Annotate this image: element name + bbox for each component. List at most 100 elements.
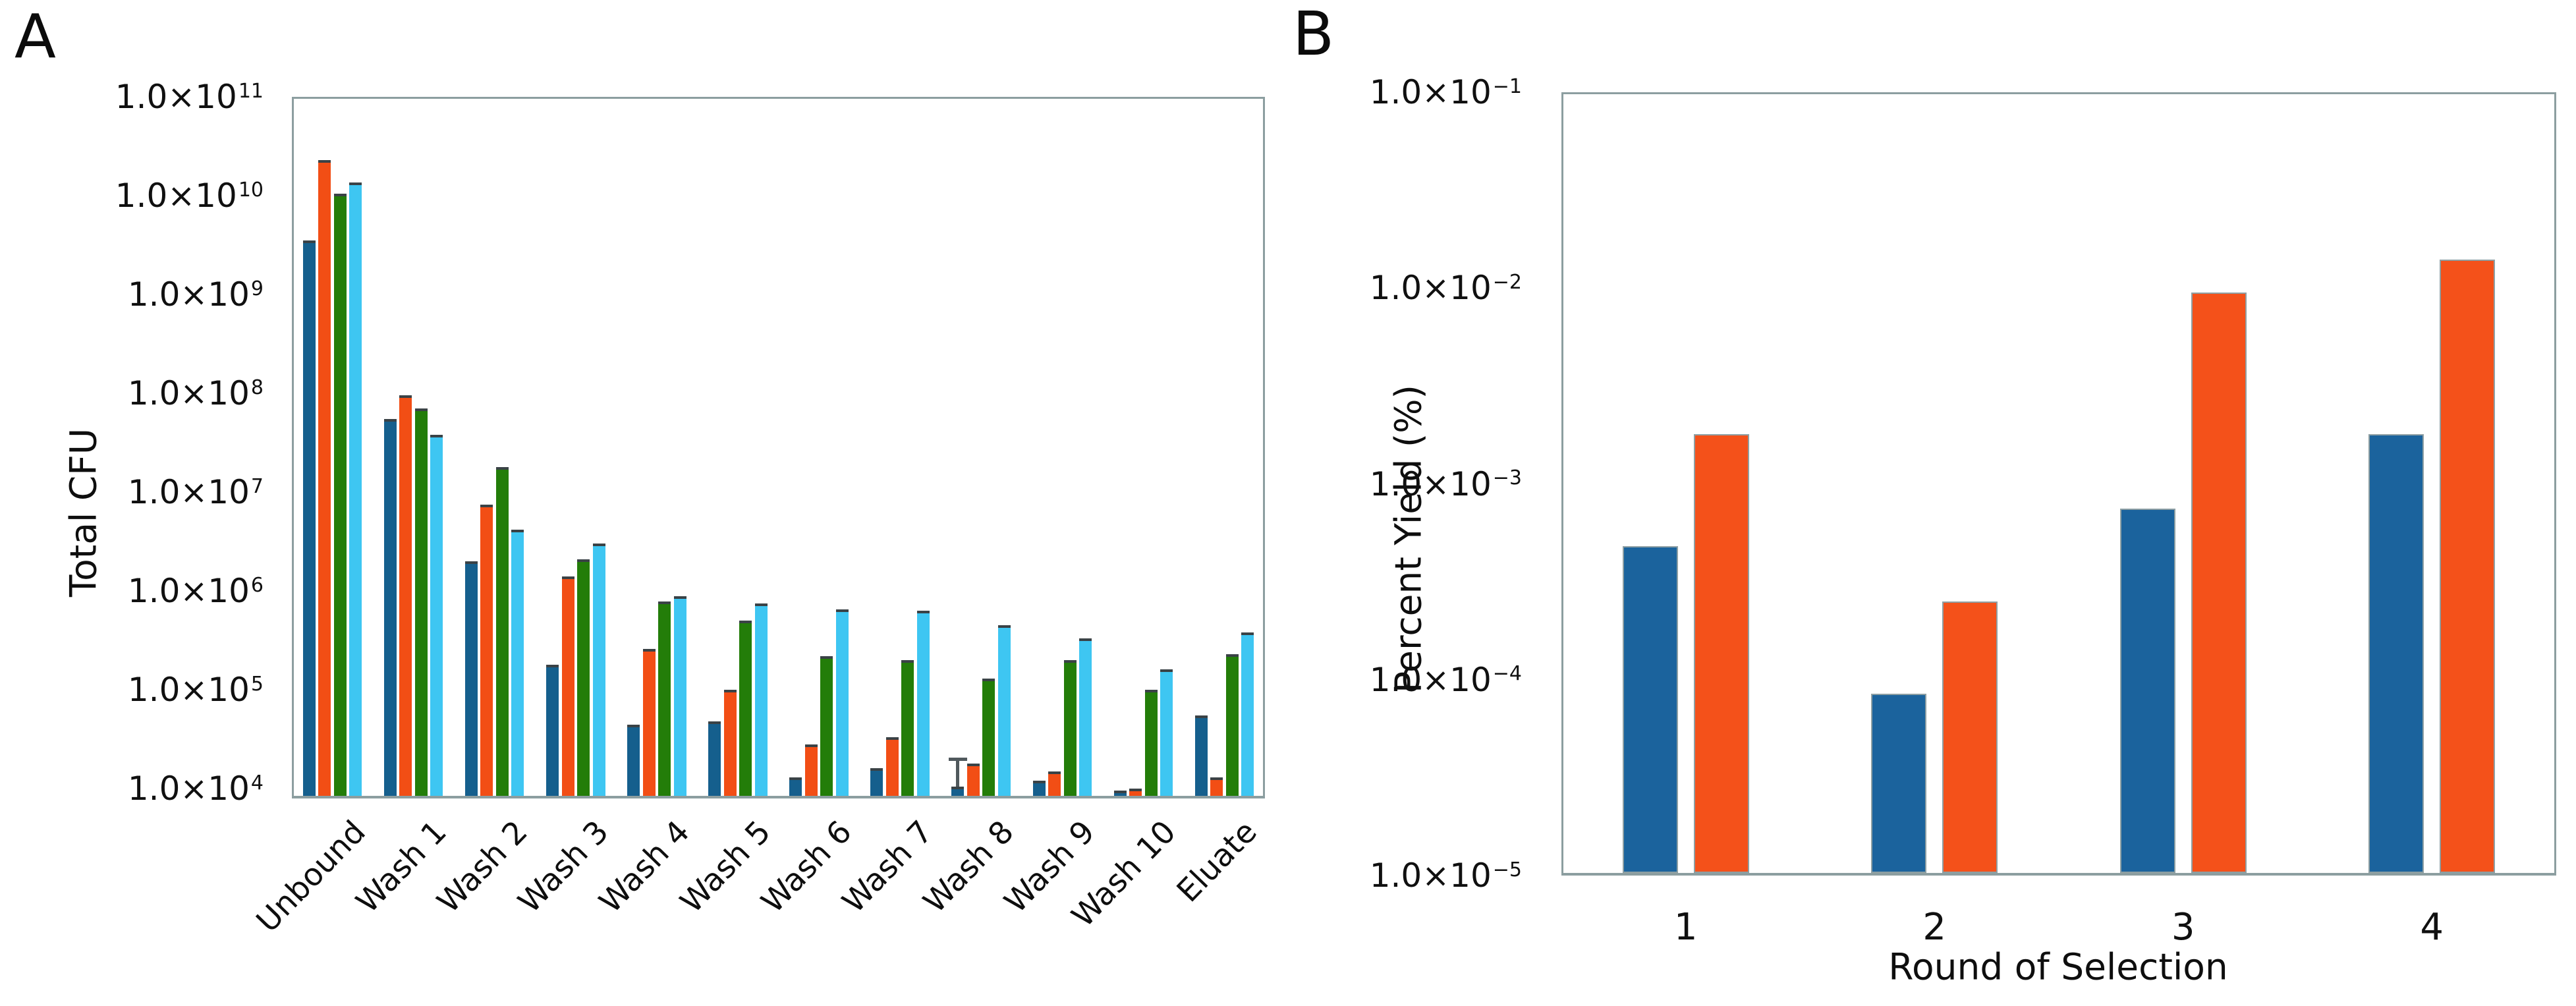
panel-b-x-axis-title: Round of Selection [1888,945,2228,988]
panel-a-bar-orange-red-wash-2 [480,504,493,796]
panel-a-bar-green-wash-10 [1144,690,1158,796]
panel-a-bar-dark-blue-wash-10 [1113,791,1127,796]
panel-a-bar-orange-red-wash-9 [1048,771,1061,796]
panel-a-bar-orange-red-wash-1 [399,395,412,796]
panel-b-xtick-3: 3 [2171,906,2195,949]
panel-b-ytick-1: 1.0×10−2 [1370,271,1522,304]
panel-a-ytick-3: 1.0×108 [128,377,264,410]
panel-a-plot-area [292,97,1265,798]
panel-a-bar-dark-blue-wash-4 [627,725,640,796]
panel-a-bar-sky-blue-wash-1 [430,435,443,796]
panel-a-ytick-base: 1.0×10 [115,177,237,215]
panel-a-ytick-exponent: 6 [250,573,264,597]
panel-a-bar-sky-blue-wash-4 [673,596,686,796]
panel-a-ytick-base: 1.0×10 [127,275,250,314]
panel-b-bar-blue-2 [1871,693,1927,873]
panel-a-bar-dark-blue-wash-5 [708,721,721,796]
panel-a-bar-sky-blue-wash-7 [916,611,930,796]
panel-a-bar-dark-blue-eluate [1194,715,1208,796]
panel-a-ytick-base: 1.0×10 [127,572,250,610]
panel-a-bar-green-wash-9 [1063,659,1077,796]
panel-a-bar-dark-blue-wash-6 [789,777,802,796]
panel-a-ytick-base: 1.0×10 [115,78,237,116]
panel-a-bar-dark-blue-wash-1 [383,418,397,796]
panel-b-letter: B [1293,0,1335,69]
panel-a-bar-green-eluate [1225,654,1239,796]
panel-a-bar-sky-blue-eluate [1241,632,1254,796]
panel-a-bar-green-unbound [333,193,347,796]
panel-a-bar-dark-blue-wash-7 [870,768,883,796]
panel-a-ytick-4: 1.0×107 [128,476,264,509]
panel-b-ytick-base: 1.0×10 [1369,269,1492,308]
panel-a-bar-orange-red-wash-10 [1129,789,1142,796]
panel-b-ytick-2: 1.0×10−3 [1370,468,1522,501]
panel-a-bar-dark-blue-wash-2 [464,561,478,796]
panel-a-bar-orange-red-eluate [1210,777,1223,796]
panel-a-ytick-exponent: 11 [238,79,264,103]
panel-b-ytick-4: 1.0×10−5 [1370,859,1522,892]
panel-a-bar-orange-red-wash-4 [642,648,656,796]
panel-a-bar-orange-red-wash-7 [885,737,899,796]
panel-a-bar-orange-red-unbound [318,159,331,796]
panel-b-ytick-base: 1.0×10 [1369,660,1492,699]
panel-a-bar-green-wash-2 [495,466,509,796]
panel-b-ytick-exponent: −1 [1492,74,1522,98]
panel-a-bar-sky-blue-wash-10 [1160,669,1173,796]
panel-b-bar-orange-red-2 [1942,601,1998,873]
panel-a-bar-orange-red-wash-3 [561,576,574,796]
panel-a-ytick-exponent: 5 [250,672,264,696]
panel-a-ytick-0: 1.0×1011 [115,80,264,113]
panel-b-bar-orange-red-1 [1693,433,1749,873]
panel-a-bar-sky-blue-wash-6 [835,609,849,796]
panel-a-bar-dark-blue-wash-8 [951,786,965,796]
panel-a-bar-green-wash-7 [901,659,914,796]
panel-a-ytick-base: 1.0×10 [127,769,250,808]
panel-b-ytick-exponent: −2 [1492,270,1522,294]
panel-b-bar-blue-1 [1622,546,1678,873]
panel-a-bar-orange-red-wash-6 [804,744,818,796]
panel-b-ytick-0: 1.0×10−1 [1370,76,1522,109]
panel-b-ytick-base: 1.0×10 [1369,73,1492,111]
panel-a-bar-green-wash-1 [414,408,428,796]
panel-a-ytick-1: 1.0×1010 [115,179,264,212]
panel-a-letter: A [14,1,56,72]
panel-a-ytick-2: 1.0×109 [128,278,264,311]
panel-a-bar-dark-blue-wash-9 [1032,781,1046,796]
panel-a-bar-orange-red-wash-8 [966,763,980,796]
panel-b-xtick-4: 4 [2420,906,2444,949]
panel-b-xtick-2: 2 [1922,906,1947,949]
panel-a-ytick-7: 1.0×104 [128,772,264,805]
panel-a-y-axis-title: Total CFU [62,428,105,598]
panel-a-error-bar-cap-wash-8 [948,757,967,761]
panel-a-bar-sky-blue-unbound [349,182,362,796]
panel-a-bar-sky-blue-wash-9 [1079,638,1092,796]
panel-a-bar-dark-blue-unbound [302,240,316,796]
panel-b-bar-blue-4 [2368,433,2424,873]
panel-b-ytick-exponent: −3 [1492,466,1522,489]
panel-a-bar-sky-blue-wash-3 [592,544,605,796]
panel-b-ytick-exponent: −5 [1492,858,1522,881]
panel-a-bar-green-wash-4 [658,601,671,796]
panel-a-ytick-exponent: 7 [250,474,264,498]
panel-a-bar-green-wash-5 [739,621,752,796]
panel-a-ytick-6: 1.0×105 [128,673,264,706]
panel-a-bar-dark-blue-wash-3 [546,664,559,796]
panel-a-bar-sky-blue-wash-5 [754,603,768,796]
panel-b-ytick-3: 1.0×10−4 [1370,663,1522,696]
panel-b-xtick-1: 1 [1673,906,1698,949]
panel-a-ytick-exponent: 8 [250,376,264,399]
panel-a-bar-green-wash-6 [820,656,833,796]
panel-a-ytick-exponent: 4 [250,771,264,795]
panel-a-bar-green-wash-8 [982,678,995,796]
panel-a-bar-orange-red-wash-5 [723,690,737,796]
panel-b-bar-orange-red-3 [2191,292,2247,873]
panel-a-error-bar-whisker-wash-8 [956,758,960,787]
panel-b-ytick-base: 1.0×10 [1369,856,1492,895]
panel-a-ytick-base: 1.0×10 [127,671,250,709]
panel-a-ytick-exponent: 9 [250,277,264,300]
panel-a-ytick-exponent: 10 [238,178,264,202]
panel-a-ytick-base: 1.0×10 [127,473,250,511]
panel-b-bar-blue-3 [2119,508,2175,873]
panel-a-bar-green-wash-3 [577,559,590,796]
